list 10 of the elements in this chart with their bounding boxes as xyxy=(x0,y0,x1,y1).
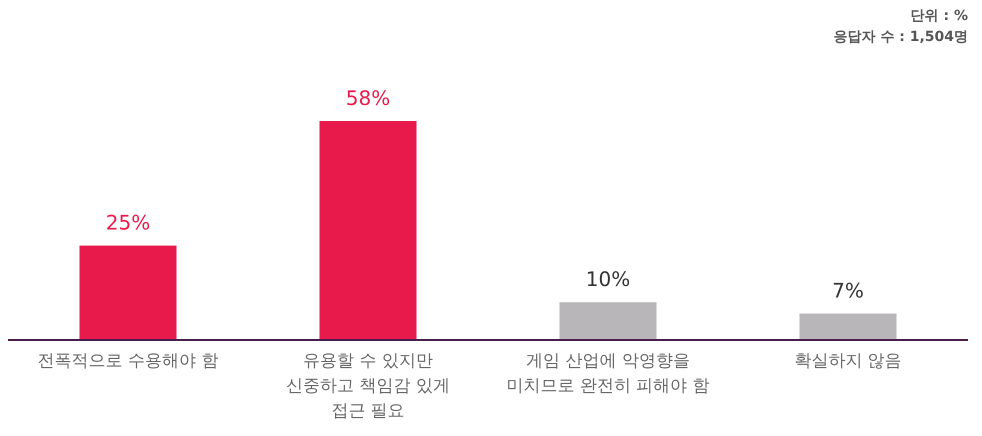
data-label: 25% xyxy=(106,210,150,235)
x-tick-label: 유용할 수 있지만 신중하고 책임감 있게 접근 필요 xyxy=(285,350,451,423)
text: 응답자 수 : 1,504명 xyxy=(833,28,968,47)
data-label: 7% xyxy=(832,278,864,303)
data-label: 10% xyxy=(586,267,630,292)
x-tick-label: 게임 산업에 악영향을 미치므로 완전히 피해야 함 xyxy=(505,350,711,398)
x-tick-label: 확실하지 않음 xyxy=(793,350,903,373)
text: 단위 : % xyxy=(910,7,968,26)
x-tick-label: 전폭적으로 수용해야 함 xyxy=(36,350,220,373)
data-label: 58% xyxy=(346,86,390,110)
